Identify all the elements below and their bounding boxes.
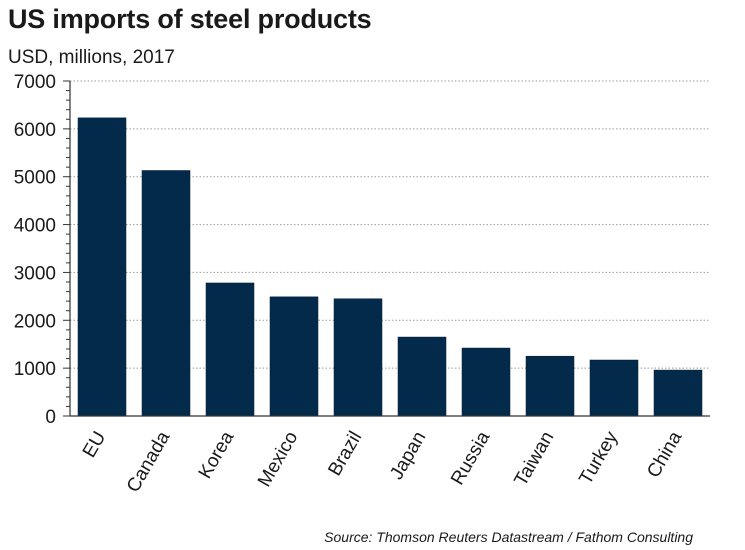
bar-turkey [589, 359, 639, 417]
y-tick-label: 3000 [14, 263, 56, 284]
bar-eu [77, 117, 127, 417]
y-tick-label: 6000 [14, 120, 56, 141]
x-tick-label: EU [79, 428, 110, 461]
bar-japan [397, 336, 447, 417]
y-tick-label: 5000 [14, 168, 56, 189]
bar-brazil [333, 298, 383, 417]
chart-title: US imports of steel products [8, 4, 372, 34]
x-tick-label: Taiwan [511, 428, 559, 490]
x-tick-label: Canada [123, 428, 175, 497]
x-tick-label: Korea [195, 428, 239, 483]
y-tick-label: 4000 [14, 216, 56, 237]
x-tick-label: Russia [447, 428, 494, 489]
x-tick-label: China [643, 428, 686, 482]
bar-mexico [269, 296, 319, 417]
y-tick-label: 7000 [14, 72, 56, 93]
y-tick-label: 2000 [14, 311, 56, 332]
bar-taiwan [525, 355, 575, 417]
bar-korea [205, 282, 255, 417]
x-tick-label: Turkey [575, 428, 622, 489]
y-tick-label: 0 [45, 407, 56, 428]
bar-china [653, 369, 703, 417]
x-tick-label: Japan [386, 428, 430, 483]
x-tick-label: Brazil [324, 428, 366, 480]
y-tick-label: 1000 [14, 359, 56, 380]
axes [63, 80, 710, 417]
source-note: Source: Thomson Reuters Datastream / Fat… [324, 529, 693, 545]
bars [77, 117, 703, 417]
x-tick-label: Mexico [254, 428, 302, 491]
bar-canada [141, 170, 191, 417]
chart-subtitle: USD, millions, 2017 [8, 47, 175, 68]
bar-russia [461, 347, 511, 417]
